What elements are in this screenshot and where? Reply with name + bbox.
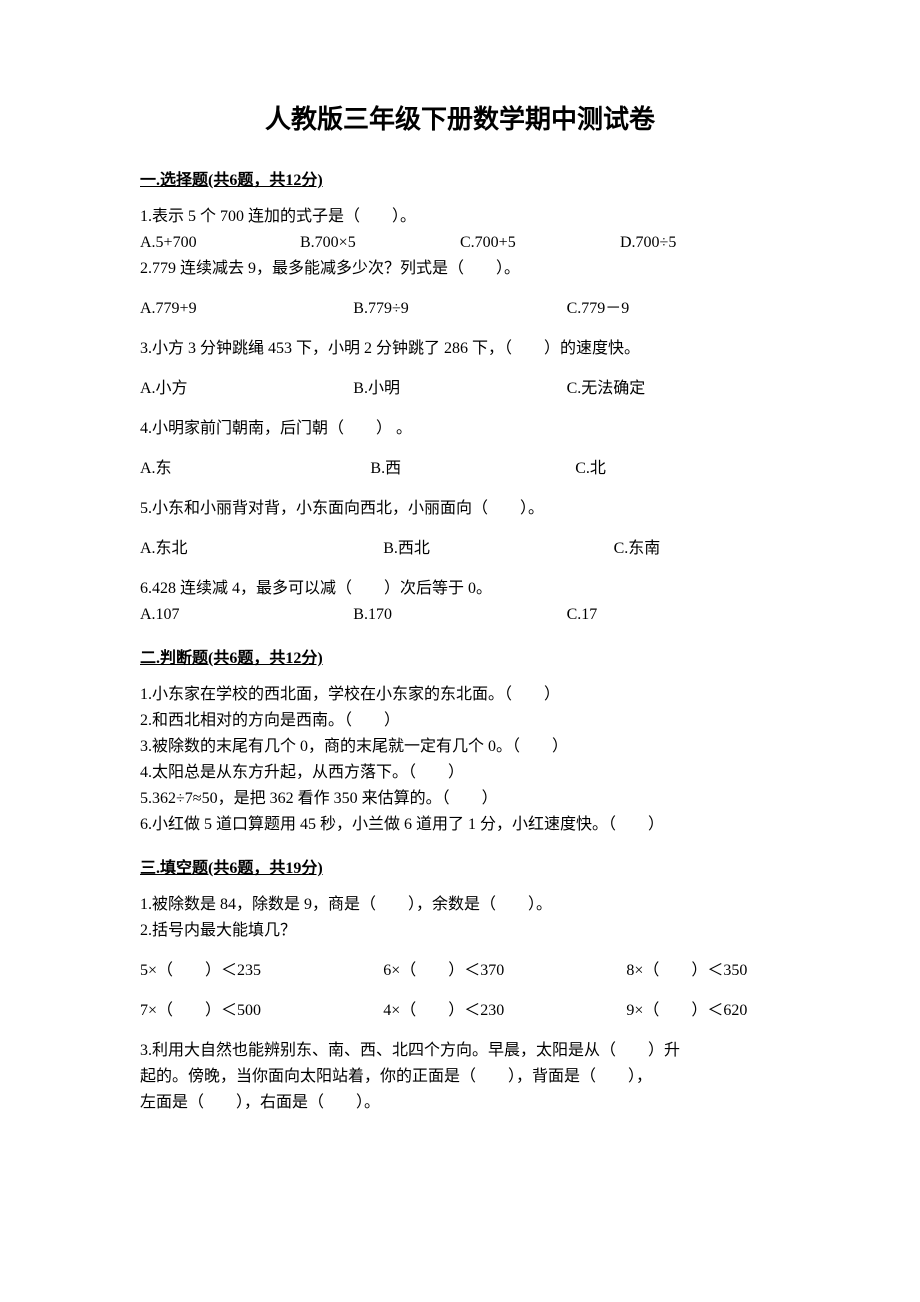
q3-options: A.小方 B.小明 C.无法确定 <box>140 377 780 401</box>
s3-q3c: 左面是（ ），右面是（ ）。 <box>140 1091 780 1115</box>
q5-opt-b: B.西北 <box>383 537 613 561</box>
q2-text: 2.779 连续减去 9，最多能减多少次？列式是（ ）。 <box>140 257 780 281</box>
q4-opt-c: C.北 <box>575 457 780 481</box>
s3-row2-b: 4×（ ）＜230 <box>383 999 626 1023</box>
s3-row1: 5×（ ）＜235 6×（ ）＜370 8×（ ）＜350 <box>140 959 780 983</box>
s2-q3: 3.被除数的末尾有几个 0，商的末尾就一定有几个 0。（ ） <box>140 735 780 759</box>
s3-row1-c: 8×（ ）＜350 <box>626 959 780 983</box>
q1-opt-c: C.700+5 <box>460 231 620 255</box>
s3-q3a: 3.利用大自然也能辨别东、南、西、北四个方向。早晨，太阳是从（ ）升 <box>140 1039 780 1063</box>
q6-text: 6.428 连续减 4，最多可以减（ ）次后等于 0。 <box>140 577 780 601</box>
q1-opt-b: B.700×5 <box>300 231 460 255</box>
q6-opt-b: B.170 <box>353 603 566 627</box>
q3-text: 3.小方 3 分钟跳绳 453 下，小明 2 分钟跳了 286 下，（ ）的速度… <box>140 337 780 361</box>
section-3-header: 三.填空题(共6题，共19分) <box>140 857 780 881</box>
q3-opt-c: C.无法确定 <box>567 377 780 401</box>
q3-opt-a: A.小方 <box>140 377 353 401</box>
q5-options: A.东北 B.西北 C.东南 <box>140 537 780 561</box>
s3-row2-c: 9×（ ）＜620 <box>626 999 780 1023</box>
q6-options: A.107 B.170 C.17 <box>140 603 780 627</box>
s3-row1-a: 5×（ ）＜235 <box>140 959 383 983</box>
q3-opt-b: B.小明 <box>353 377 566 401</box>
section-2-header: 二.判断题(共6题，共12分) <box>140 647 780 671</box>
q2-options: A.779+9 B.779÷9 C.779－9 <box>140 297 780 321</box>
s3-row2: 7×（ ）＜500 4×（ ）＜230 9×（ ）＜620 <box>140 999 780 1023</box>
q1-text: 1.表示 5 个 700 连加的式子是（ ）。 <box>140 205 780 229</box>
q6-opt-a: A.107 <box>140 603 353 627</box>
q5-text: 5.小东和小丽背对背，小东面向西北，小丽面向（ ）。 <box>140 497 780 521</box>
s2-q1: 1.小东家在学校的西北面，学校在小东家的东北面。（ ） <box>140 683 780 707</box>
s3-q2: 2.括号内最大能填几？ <box>140 919 780 943</box>
s2-q2: 2.和西北相对的方向是西南。（ ） <box>140 709 780 733</box>
section-1-header: 一.选择题(共6题，共12分) <box>140 169 780 193</box>
q5-opt-a: A.东北 <box>140 537 383 561</box>
s2-q5: 5.362÷7≈50，是把 362 看作 350 来估算的。（ ） <box>140 787 780 811</box>
page-title: 人教版三年级下册数学期中测试卷 <box>140 100 780 139</box>
q2-opt-b: B.779÷9 <box>353 297 566 321</box>
q1-opt-a: A.5+700 <box>140 231 300 255</box>
q4-text: 4.小明家前门朝南，后门朝（ ） 。 <box>140 417 780 441</box>
s2-q6: 6.小红做 5 道口算题用 45 秒，小兰做 6 道用了 1 分，小红速度快。（… <box>140 813 780 837</box>
s3-row1-b: 6×（ ）＜370 <box>383 959 626 983</box>
q5-opt-c: C.东南 <box>614 537 780 561</box>
q4-options: A.东 B.西 C.北 <box>140 457 780 481</box>
q4-opt-a: A.东 <box>140 457 370 481</box>
q2-opt-c: C.779－9 <box>567 297 780 321</box>
s3-row2-a: 7×（ ）＜500 <box>140 999 383 1023</box>
q1-options: A.5+700 B.700×5 C.700+5 D.700÷5 <box>140 231 780 255</box>
s2-q4: 4.太阳总是从东方升起，从西方落下。（ ） <box>140 761 780 785</box>
q4-opt-b: B.西 <box>370 457 575 481</box>
q2-opt-a: A.779+9 <box>140 297 353 321</box>
q6-opt-c: C.17 <box>567 603 780 627</box>
s3-q1: 1.被除数是 84，除数是 9，商是（ ），余数是（ ）。 <box>140 893 780 917</box>
s3-q3b: 起的。傍晚，当你面向太阳站着，你的正面是（ ），背面是（ ）， <box>140 1065 780 1089</box>
q1-opt-d: D.700÷5 <box>620 231 780 255</box>
